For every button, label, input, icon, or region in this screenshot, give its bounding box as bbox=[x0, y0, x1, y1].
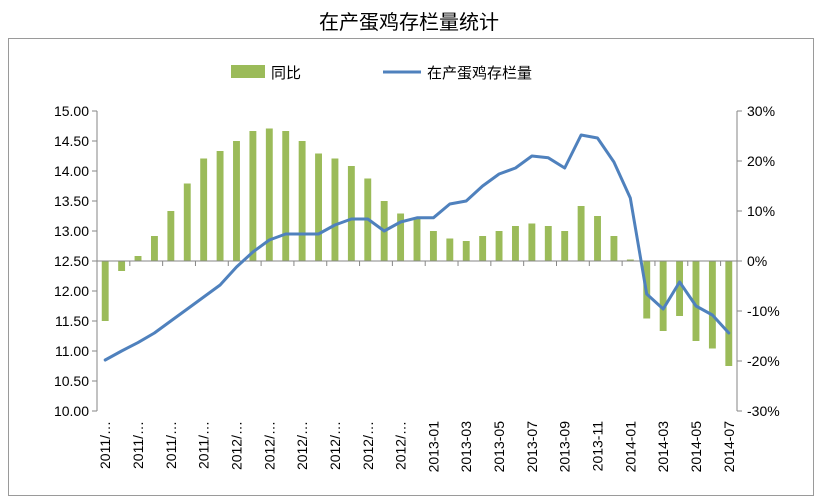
x-axis-tick-label: 2012/… bbox=[261, 421, 277, 470]
legend-line-label: 在产蛋鸡存栏量 bbox=[427, 64, 532, 82]
bar-mark bbox=[265, 128, 273, 261]
x-axis-tick-label: 2012/… bbox=[327, 421, 343, 470]
x-axis-tick-label: 2011/… bbox=[97, 421, 113, 469]
chart-title: 在产蛋鸡存栏量统计 bbox=[319, 10, 499, 34]
bar-mark bbox=[298, 141, 306, 261]
bar-mark bbox=[610, 236, 618, 261]
x-axis-tick-label: 2013-01 bbox=[425, 421, 441, 473]
bar-mark bbox=[446, 238, 454, 261]
left-axis-tick-label: 11.00 bbox=[55, 343, 89, 359]
left-axis-tick-label: 14.50 bbox=[54, 133, 89, 149]
left-axis-tick-label: 14.00 bbox=[54, 163, 89, 179]
bar-mark bbox=[544, 226, 552, 261]
line-series-path bbox=[103, 133, 731, 362]
bar-mark bbox=[413, 218, 421, 261]
bar-mark bbox=[479, 236, 487, 261]
left-axis-tick-label: 13.50 bbox=[54, 193, 89, 209]
right-axis-tick-label: -10% bbox=[747, 303, 780, 319]
left-axis-tick-label: 12.00 bbox=[54, 283, 89, 299]
right-axis-tick-label: 30% bbox=[747, 103, 775, 119]
x-axis-tick-label: 2014-05 bbox=[688, 421, 704, 473]
right-axis-tick-label: 20% bbox=[747, 153, 775, 169]
left-axis-tick-label: 10.50 bbox=[54, 373, 89, 389]
bar-mark bbox=[462, 241, 470, 261]
right-axis-tick-label: -30% bbox=[747, 403, 780, 419]
chart-plot: 10.00 10.50 11.00 11.50 12.00 12.50 13.00 13.50… bbox=[54, 64, 780, 473]
x-axis-tick-label: 2011/… bbox=[130, 421, 146, 469]
x-axis-tick-label: 2011/… bbox=[163, 421, 179, 469]
bar-mark bbox=[397, 213, 405, 261]
x-axis-tick-label: 2013-07 bbox=[524, 421, 540, 473]
x-axis-tick-label: 2012/… bbox=[360, 421, 376, 470]
right-axis-tick-label: -20% bbox=[747, 353, 780, 369]
bar-mark bbox=[429, 231, 437, 261]
x-axis-tick-label: 2014-03 bbox=[655, 421, 671, 473]
bar-mark bbox=[692, 261, 700, 341]
left-axis-tick-label: 11.50 bbox=[55, 313, 89, 329]
bar-mark bbox=[626, 259, 634, 261]
left-axis-tick-label: 10.00 bbox=[54, 403, 89, 419]
bar-mark bbox=[512, 226, 519, 261]
x-axis-tick-label: 2012/… bbox=[393, 421, 409, 470]
bar-mark bbox=[167, 211, 175, 261]
bar-mark bbox=[561, 231, 569, 261]
bar-mark bbox=[528, 223, 536, 261]
bar-mark bbox=[216, 151, 224, 261]
x-axis-tick-label: 2014-01 bbox=[622, 421, 638, 473]
right-axis-tick-label: 0% bbox=[747, 253, 767, 269]
bar-mark bbox=[101, 261, 109, 321]
x-axis-tick-label: 2012/… bbox=[228, 421, 244, 470]
bar-mark bbox=[118, 261, 126, 271]
x-axis-tick-label: 2013-11 bbox=[590, 421, 606, 472]
legend-bar-swatch bbox=[231, 65, 265, 78]
left-axis-tick-label: 15.00 bbox=[54, 103, 89, 119]
x-axis-tick-label: 2013-05 bbox=[491, 421, 507, 473]
bar-mark bbox=[200, 158, 208, 261]
x-axis-tick-label: 2012/… bbox=[294, 421, 310, 470]
bar-mark bbox=[659, 261, 667, 331]
bar-mark bbox=[249, 131, 257, 261]
x-axis-tick-label: 2013-03 bbox=[458, 421, 474, 473]
bar-mark bbox=[347, 166, 355, 261]
bar-mark bbox=[150, 236, 158, 261]
left-axis-tick-label: 12.50 bbox=[54, 253, 89, 269]
left-axis-tick-label: 13.00 bbox=[54, 223, 89, 239]
right-axis-tick-label: 10% bbox=[747, 203, 775, 219]
bar-mark bbox=[331, 158, 339, 261]
bar-mark bbox=[708, 261, 716, 349]
chart-frame: 10.00 10.50 11.00 11.50 12.00 12.50 13.00 13.50… bbox=[8, 38, 814, 496]
x-axis-tick-label: 2013-09 bbox=[557, 421, 573, 473]
bar-mark bbox=[577, 206, 585, 261]
bar-mark bbox=[676, 261, 684, 316]
legend-bar-label: 同比 bbox=[271, 64, 301, 82]
bar-mark bbox=[282, 131, 290, 261]
bar-mark bbox=[183, 183, 191, 261]
x-axis-tick-label: 2014-07 bbox=[721, 421, 737, 473]
bar-mark bbox=[594, 216, 601, 261]
bar-mark bbox=[233, 141, 240, 261]
bar-mark bbox=[315, 153, 322, 261]
bar-mark bbox=[134, 256, 142, 261]
x-axis-tick-label: 2011/… bbox=[196, 421, 212, 469]
bar-mark bbox=[495, 231, 503, 261]
bar-mark bbox=[725, 261, 733, 366]
